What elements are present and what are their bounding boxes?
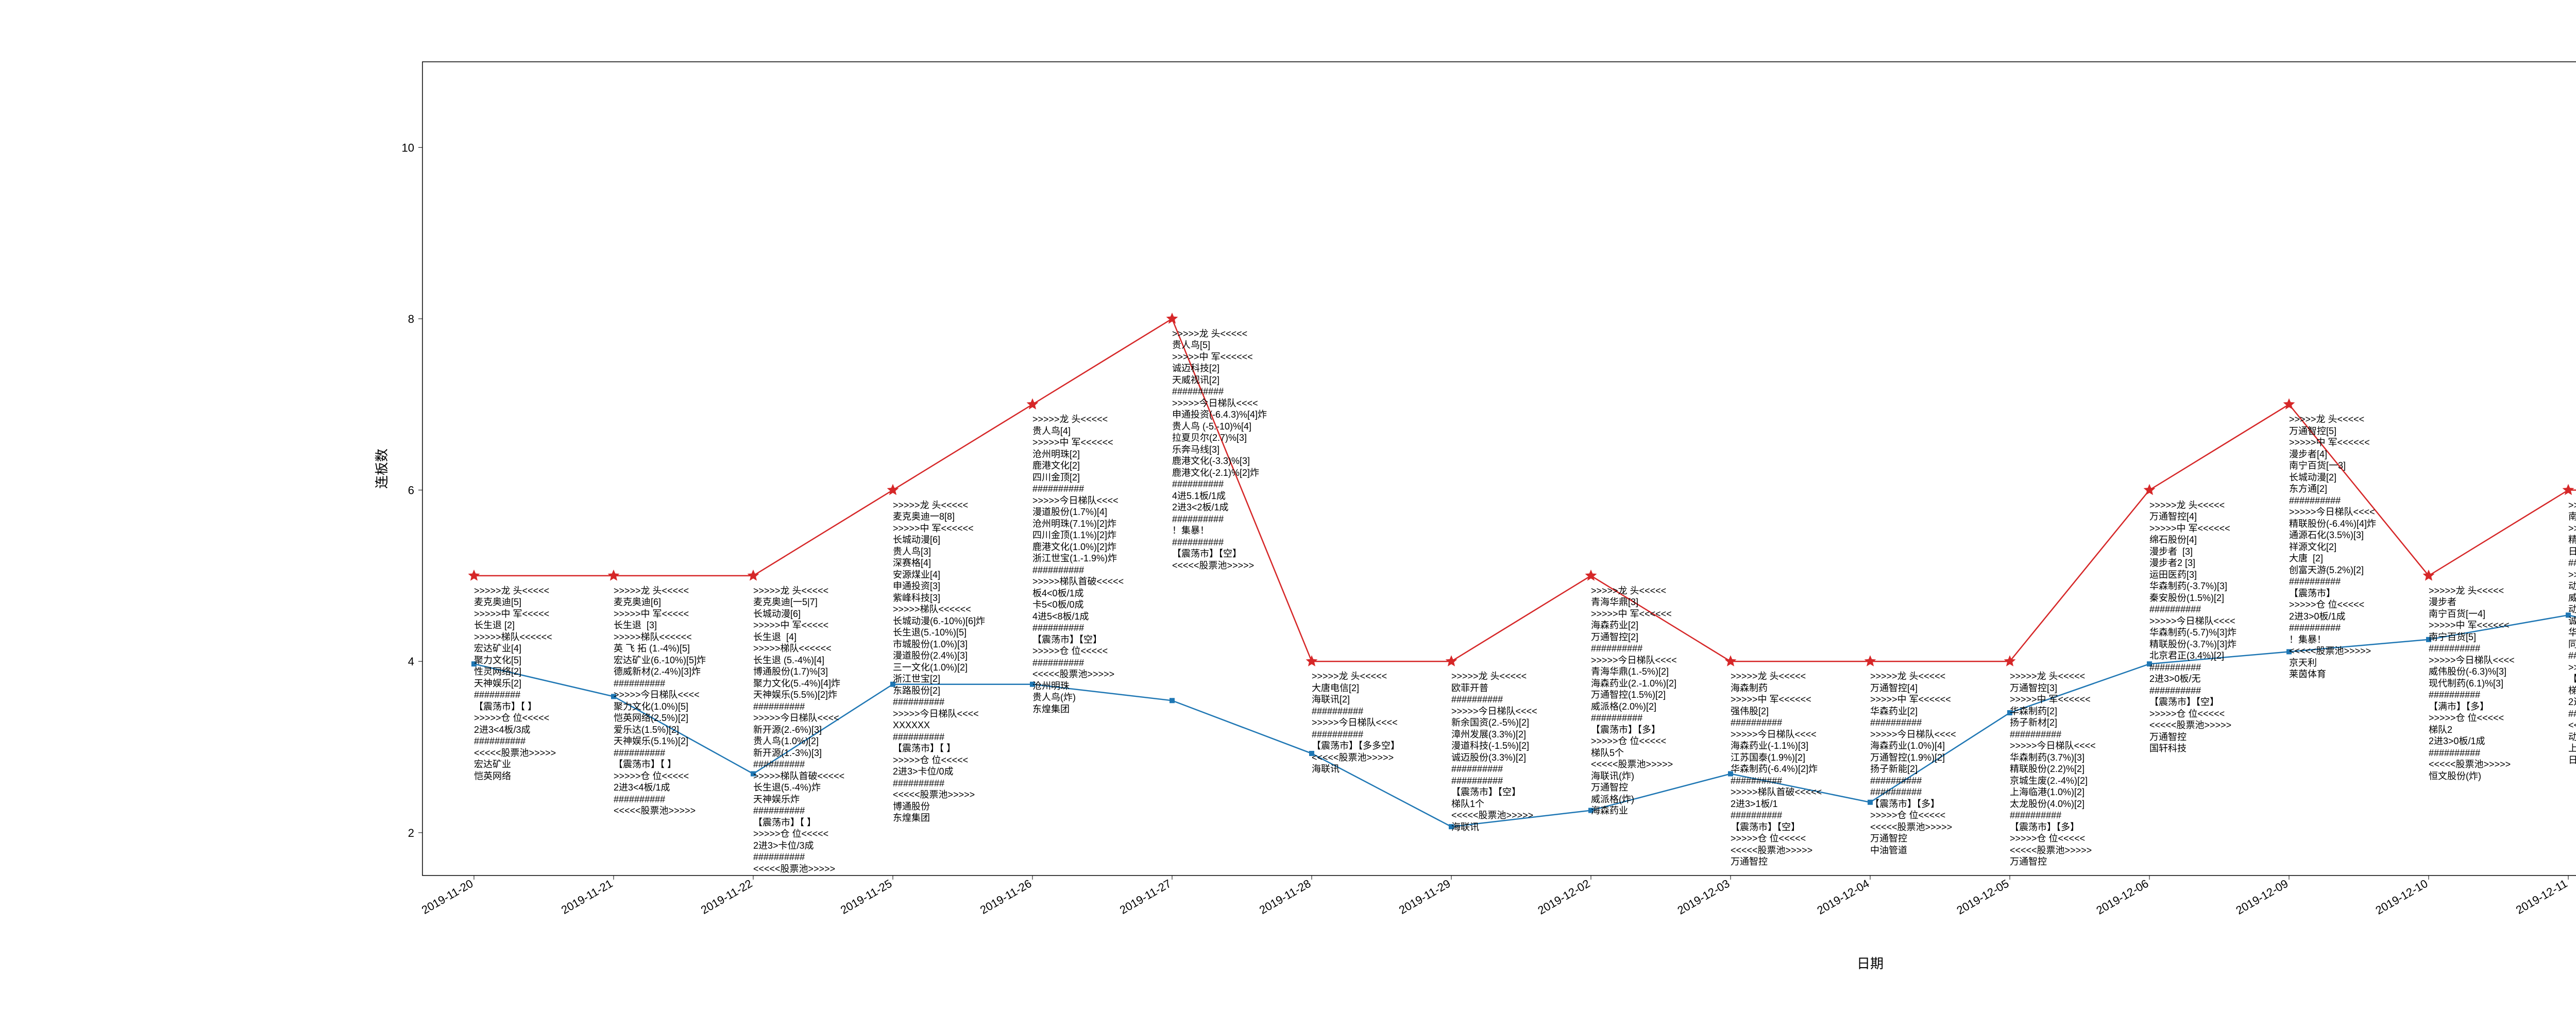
svg-text:8: 8 bbox=[408, 313, 414, 325]
svg-text:2019-11-25: 2019-11-25 bbox=[838, 877, 894, 917]
svg-text:2019-11-22: 2019-11-22 bbox=[699, 877, 755, 917]
svg-canvas: 2468102875290029252950297530003025305020… bbox=[0, 0, 2576, 1030]
svg-text:10: 10 bbox=[402, 141, 414, 154]
svg-text:2019-12-03: 2019-12-03 bbox=[1675, 877, 1732, 917]
svg-text:2: 2 bbox=[408, 827, 414, 839]
svg-text:2019-12-10: 2019-12-10 bbox=[2374, 877, 2430, 917]
svg-text:2019-12-11: 2019-12-11 bbox=[2514, 877, 2570, 917]
chart-area: 2468102875290029252950297530003025305020… bbox=[0, 0, 2576, 1030]
svg-text:连板数: 连板数 bbox=[374, 449, 389, 489]
svg-text:2019-12-06: 2019-12-06 bbox=[2094, 877, 2151, 917]
svg-text:日期: 日期 bbox=[1857, 956, 1884, 971]
svg-text:2019-11-28: 2019-11-28 bbox=[1257, 877, 1313, 917]
svg-text:2019-11-27: 2019-11-27 bbox=[1117, 877, 1174, 917]
svg-text:4: 4 bbox=[408, 655, 414, 668]
svg-text:2019-12-09: 2019-12-09 bbox=[2234, 877, 2291, 917]
svg-text:6: 6 bbox=[408, 484, 414, 497]
svg-text:2019-12-02: 2019-12-02 bbox=[1536, 877, 1592, 917]
svg-text:2019-12-04: 2019-12-04 bbox=[1815, 877, 1872, 917]
svg-text:2019-11-21: 2019-11-21 bbox=[559, 877, 615, 917]
svg-text:2019-12-05: 2019-12-05 bbox=[1955, 877, 2011, 917]
svg-text:2019-11-26: 2019-11-26 bbox=[978, 877, 1034, 917]
svg-text:2019-11-29: 2019-11-29 bbox=[1397, 877, 1453, 917]
svg-text:2019-11-20: 2019-11-20 bbox=[419, 877, 476, 917]
